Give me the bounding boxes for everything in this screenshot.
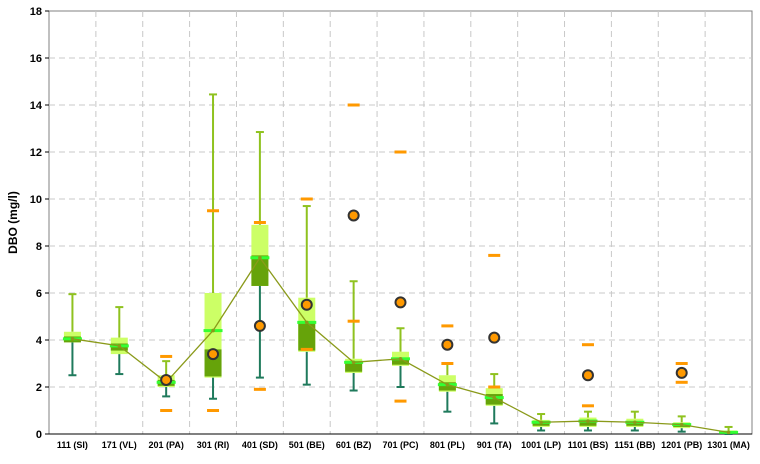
trend-point [117,344,122,348]
x-tick-label: 701 (PC) [382,440,418,450]
trend-point [211,328,215,333]
dash-marker [253,221,266,224]
dash-marker [300,347,313,351]
x-tick-label: 401 (SD) [242,440,278,450]
box-inner-band [298,321,316,351]
y-tick-label: 12 [30,147,42,159]
dash-marker [347,103,360,107]
circle-marker [675,366,688,379]
y-tick-labels: 0 2 4 6 8 10 12 14 16 18 [30,6,43,441]
x-tick-label: 201 (PA) [148,440,183,450]
circle-marker [300,298,313,311]
dash-marker [253,387,266,391]
circle-marker [160,373,173,386]
x-tick-label: 1301 (MA) [707,440,750,450]
y-tick-label: 8 [36,241,42,253]
dash-marker [581,343,594,347]
y-tick-label: 4 [36,335,43,347]
x-tick-label: 601 (BZ) [336,440,372,450]
y-tick-label: 16 [30,53,42,65]
dash-marker [160,409,173,412]
dash-marker [160,354,173,358]
circle-marker [347,209,360,222]
y-tick-label: 6 [36,288,42,300]
trend-point [492,395,497,400]
y-tick-label: 18 [30,6,42,18]
dash-marker [207,209,220,213]
x-tick-label: 901 (TA) [477,440,512,450]
y-axis-title: DBO (mg/l) [6,191,20,254]
markers-layer [160,103,688,412]
trend-point [679,422,684,427]
trend-point [70,337,75,341]
y-tick-label: 10 [30,194,42,206]
x-tick-label: 1151 (BB) [614,440,655,450]
circle-marker [441,338,454,351]
median-line-layer [70,255,731,435]
x-tick-label: 301 (RI) [197,440,230,450]
dash-marker [441,362,454,365]
trend-point [539,420,543,425]
x-tick-label: 1101 (BS) [568,440,609,450]
x-tick-label: 501 (BE) [289,440,325,450]
y-tick-label: 2 [36,382,42,394]
dash-marker [675,362,688,365]
trend-point [445,382,450,387]
box-inner-band [251,255,269,286]
dash-marker [488,253,501,257]
trend-point [398,357,403,361]
dash-marker [394,399,407,403]
dash-marker [675,380,688,384]
circle-marker [207,348,220,361]
dash-marker [347,319,360,323]
circle-marker [394,296,407,309]
y-tick-label: 0 [36,429,42,441]
circle-marker [488,331,501,344]
x-tick-label: 111 (SI) [57,440,88,450]
trend-point [304,320,309,325]
x-tick-label: 171 (VL) [102,440,137,450]
box-inner-band [392,357,409,365]
y-tick-label: 14 [30,100,43,112]
trend-point [726,430,731,435]
trend-point [586,419,590,423]
trend-point [633,420,637,425]
trend-point [351,360,356,365]
dash-marker [488,385,501,389]
box-inner-band [345,361,363,372]
circle-marker [253,319,266,332]
x-tick-labels: 111 (SI) 171 (VL) 201 (PA) 301 (RI) 401 (SD)… [57,440,750,450]
dash-marker [581,404,594,408]
dash-marker [207,409,220,412]
trend-point [258,255,262,260]
dash-marker [394,150,407,154]
dash-marker [300,197,313,201]
x-tick-label: 1201 (PB) [661,440,702,450]
circle-marker [581,369,594,382]
x-tick-label: 801 (PL) [430,440,465,450]
x-tick-label: 1001 (LP) [521,440,561,450]
dash-marker [441,324,454,328]
